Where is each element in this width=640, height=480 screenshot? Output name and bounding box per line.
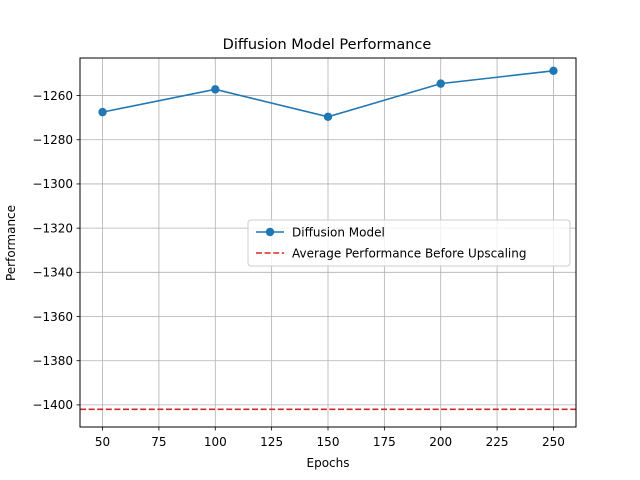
legend-series-marker — [265, 227, 275, 237]
y-axis-label: Performance — [4, 205, 18, 281]
data-point — [549, 66, 558, 76]
y-tick-label: −1280 — [32, 133, 73, 147]
legend-label: Diffusion Model — [292, 225, 385, 239]
legend: Diffusion Model Average Performance Befor… — [247, 219, 571, 267]
y-tick-label: −1320 — [32, 221, 73, 235]
y-tick-label: −1300 — [32, 177, 73, 191]
y-tick-label: −1340 — [32, 266, 73, 280]
x-tick-label: 100 — [204, 435, 227, 449]
y-tick-label: −1260 — [32, 89, 73, 103]
x-axis: 50 75 100 125 150 175 200 225 250 — [95, 427, 565, 449]
y-axis: −1260 −1280 −1300 −1320 −1340 −1360 −1380 −1400 — [32, 89, 80, 412]
data-point — [436, 79, 445, 88]
series-group — [98, 66, 558, 121]
x-tick-label: 50 — [95, 435, 110, 449]
x-tick-label: 250 — [542, 435, 565, 449]
x-axis-label: Epochs — [307, 456, 350, 470]
x-tick-label: 175 — [373, 435, 396, 449]
y-tick-label: −1400 — [32, 398, 73, 412]
data-point — [323, 112, 333, 121]
y-tick-label: −1360 — [32, 310, 73, 324]
x-tick-label: 200 — [429, 435, 452, 449]
data-point — [211, 85, 220, 94]
chart-title: Diffusion Model Performance — [223, 37, 432, 53]
y-tick-label: −1380 — [32, 354, 73, 368]
x-tick-label: 125 — [260, 435, 283, 449]
x-tick-label: 75 — [151, 435, 166, 449]
x-tick-label: 225 — [486, 435, 509, 449]
x-tick-label: 150 — [317, 435, 340, 449]
data-point — [98, 107, 107, 117]
legend-label: Average Performance Before Upscaling — [292, 246, 527, 260]
legend-box — [247, 219, 571, 267]
